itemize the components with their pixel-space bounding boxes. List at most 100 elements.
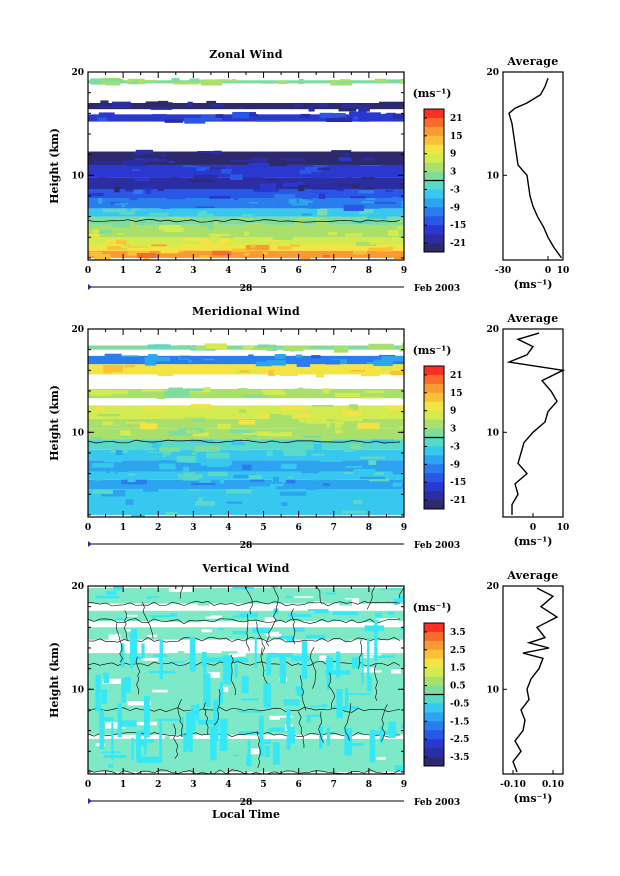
heatmap-patch (169, 616, 183, 622)
heatmap-patch (144, 187, 153, 191)
contour-line (309, 647, 317, 689)
heatmap-patch (130, 628, 138, 664)
heatmap-patch (197, 151, 222, 153)
heatmap-patch (157, 371, 174, 377)
y-tick-label: 20 (71, 68, 84, 78)
colorbar-swatch (424, 126, 444, 137)
heatmap-patch (223, 655, 232, 685)
contour-line (273, 586, 279, 612)
heatmap-patch (314, 474, 335, 481)
heatmap-patch (217, 79, 231, 82)
contour-line (123, 610, 128, 641)
heatmap-patch (238, 730, 261, 735)
heatmap-patch (168, 161, 175, 163)
colorbar-swatch (424, 144, 444, 154)
contour-line (88, 618, 401, 624)
heatmap-patch (170, 174, 181, 178)
heatmap-patch (96, 407, 105, 412)
heatmap-patch (192, 432, 209, 437)
heatmap-patch (263, 682, 272, 708)
heatmap-patch (400, 247, 404, 250)
heatmap-patch (103, 370, 124, 373)
heatmap (88, 77, 404, 260)
heatmap-patch (257, 199, 274, 206)
heatmap-patch (367, 253, 382, 257)
colorbar-swatch (424, 392, 444, 403)
heatmap-patch (334, 418, 344, 421)
heatmap-patch (248, 474, 262, 479)
colorbar-swatch (424, 180, 444, 190)
heatmap-patch (180, 355, 193, 359)
heatmap-patch (137, 730, 148, 736)
x-tick-label: 3 (190, 780, 196, 790)
contour-line (373, 664, 378, 701)
heatmap-patch (204, 343, 227, 349)
heatmap-patch (301, 209, 318, 212)
heatmap-patch (232, 630, 248, 635)
heatmap-patch (167, 240, 189, 244)
heatmap-patch (196, 166, 210, 172)
heatmap-patch (264, 631, 280, 635)
heatmap-patch (263, 251, 268, 255)
heatmap-patch (344, 727, 353, 756)
heatmap-patch (352, 462, 363, 465)
heatmap-patch (171, 78, 180, 83)
heatmap-patch (101, 454, 108, 460)
heatmap-patch (143, 158, 167, 163)
x-tick-label: 6 (296, 266, 302, 276)
contour-line (358, 639, 363, 669)
heatmap-patch (277, 197, 283, 202)
heatmap-patch (247, 740, 251, 758)
heatmap-patch (234, 474, 256, 479)
heatmap-patch (350, 444, 361, 450)
x-tick-label: 9 (401, 266, 407, 276)
heatmap-band (88, 355, 404, 365)
heatmap-patch (355, 345, 364, 350)
heatmap-patch (386, 406, 404, 411)
heatmap-patch (153, 413, 165, 419)
day-label: 28 (240, 541, 253, 551)
heatmap-patch (192, 450, 197, 455)
colorbar-swatch (424, 649, 444, 660)
heatmap-patch (110, 469, 133, 472)
heatmap-patch (277, 246, 292, 250)
x-tick-label: 4 (225, 780, 231, 790)
side-x-axis-label: (ms⁻¹) (514, 792, 553, 805)
heatmap-patch (193, 442, 209, 448)
contour-line (265, 610, 277, 647)
heatmap-patch (325, 592, 337, 595)
heatmap-patch (327, 251, 347, 254)
heatmap-patch (361, 653, 364, 685)
heatmap-patch (358, 119, 370, 122)
heatmap-patch (148, 442, 161, 448)
heatmap-patch (345, 465, 362, 468)
heatmap-band (88, 198, 404, 209)
contour-line (142, 601, 154, 639)
x-tick-label: 1 (120, 266, 126, 276)
heatmap-patch (281, 229, 288, 233)
heatmap-patch (343, 469, 356, 474)
heatmap-patch (264, 481, 284, 487)
heatmap-patch (92, 229, 100, 233)
x-tick-label: 8 (366, 780, 372, 790)
heatmap-patch (205, 615, 222, 619)
date-label: Feb 2003 (414, 284, 460, 294)
heatmap-patch (377, 611, 393, 617)
heatmap-patch (259, 344, 277, 348)
colorbar-swatch (424, 374, 444, 385)
heatmap-patch (198, 719, 218, 725)
heatmap-patch (350, 367, 362, 371)
heatmap-patch (274, 223, 287, 229)
heatmap-patch (168, 387, 184, 394)
heatmap-patch (301, 641, 308, 680)
colorbar-swatch (424, 712, 444, 722)
heatmap-patch (103, 458, 123, 463)
colorbar-swatch (424, 730, 444, 740)
heatmap-patch (362, 653, 382, 656)
heatmap-patch (91, 463, 114, 468)
heatmap-patch (386, 236, 392, 240)
heatmap-patch (236, 164, 249, 169)
heatmap-patch (131, 737, 134, 761)
heatmap-patch (277, 80, 287, 85)
heatmap-patch (105, 722, 126, 729)
